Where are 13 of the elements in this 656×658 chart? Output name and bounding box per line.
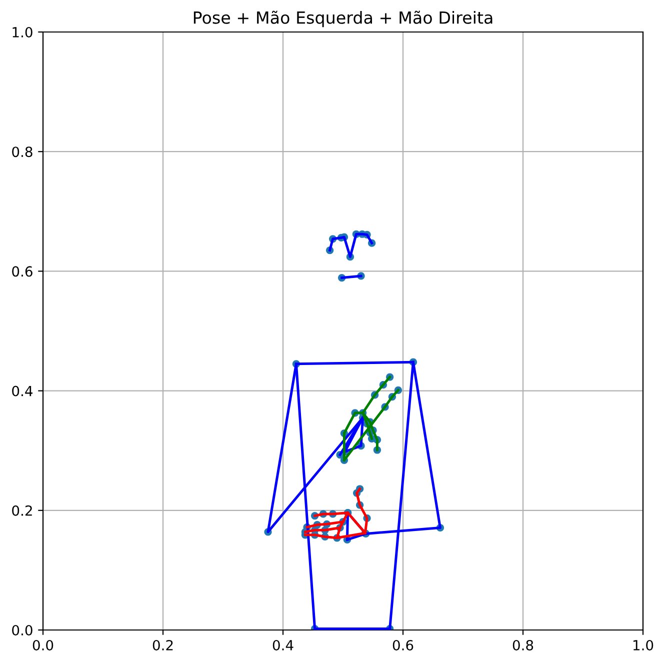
x-tick-label: 0.2 <box>152 640 173 650</box>
y-tick-label: 0.6 <box>12 266 32 277</box>
y-tick-label: 0.8 <box>12 146 32 158</box>
x-tick-label: 0.0 <box>32 640 54 650</box>
y-tick-label: 0.2 <box>12 505 32 516</box>
x-tick-label: 0.8 <box>512 640 534 650</box>
y-tick-label: 0.0 <box>12 624 32 636</box>
x-tick-label: 0.4 <box>272 640 294 650</box>
chart-title: Pose + Mão Esquerda + Mão Direita <box>194 10 492 28</box>
y-tick-label: 1.0 <box>12 26 32 38</box>
x-tick-label: 0.6 <box>392 640 414 650</box>
y-tick-label: 0.4 <box>12 386 32 396</box>
x-tick-label: 1.0 <box>633 640 654 650</box>
